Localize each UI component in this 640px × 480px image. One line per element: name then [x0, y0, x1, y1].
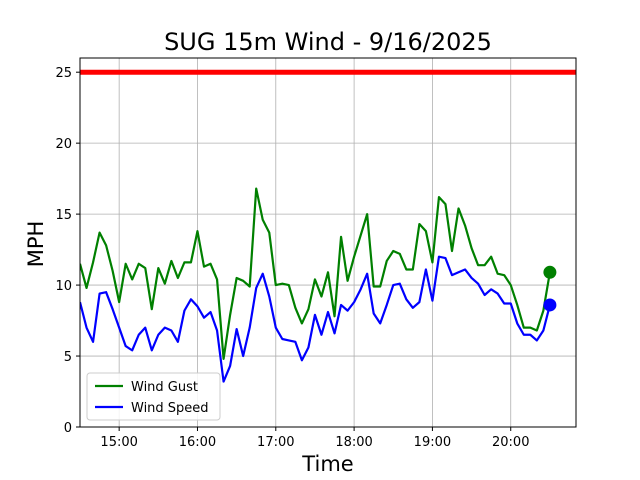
chart-title: SUG 15m Wind - 9/16/2025	[164, 28, 492, 56]
x-tick-label: 19:00	[414, 435, 451, 450]
axes-frame	[79, 57, 577, 428]
x-tick-label: 17:00	[257, 435, 294, 450]
y-axis-title: MPH	[24, 221, 48, 268]
x-tick-label: 20:00	[492, 435, 529, 450]
y-tick-label: 5	[64, 350, 72, 365]
y-tick-label: 15	[55, 208, 72, 223]
legend-label-wind-gust: Wind Gust	[131, 380, 198, 395]
y-tick-label: 0	[64, 421, 72, 436]
y-tick-label: 10	[55, 279, 72, 294]
legend-label-wind-speed: Wind Speed	[131, 401, 209, 416]
x-tick-label: 15:00	[100, 435, 137, 450]
x-tick-label: 18:00	[335, 435, 372, 450]
x-axis-title: Time	[301, 452, 353, 476]
latest-point-wind-gust	[543, 265, 557, 279]
plot-area: 15:00 16:00 17:00 18:00 19:00 20:00 0 5 10 15 20 25	[55, 57, 577, 450]
y-tick-label: 20	[55, 137, 72, 152]
y-tick-label: 25	[55, 66, 72, 81]
legend: Wind Gust Wind Speed	[86, 372, 221, 421]
series-line-wind-speed	[80, 255, 551, 383]
latest-point-wind-speed	[543, 298, 557, 312]
series-line-wind-gust	[80, 187, 551, 360]
legend-box	[86, 372, 221, 421]
x-tick-label: 16:00	[179, 435, 216, 450]
